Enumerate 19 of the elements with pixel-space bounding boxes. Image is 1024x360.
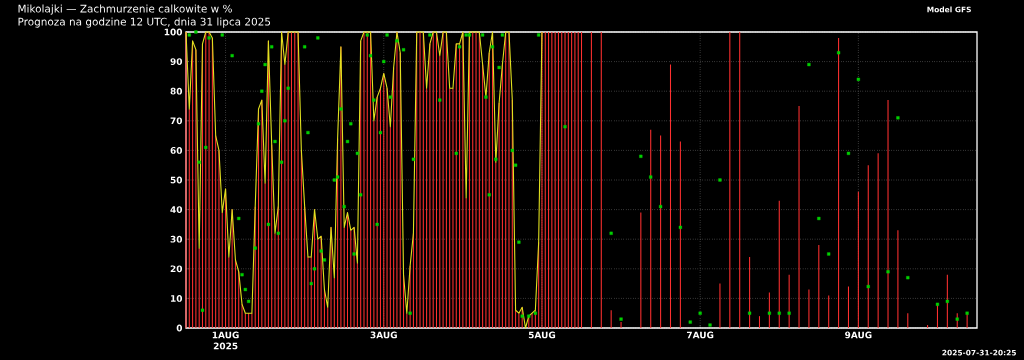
- y-tick-label: 20: [170, 265, 183, 273]
- y-tick-label: 0: [176, 324, 183, 332]
- chart-subtitle: Prognoza na godzine 12 UTC, dnia 31 lipca 2025: [18, 17, 271, 28]
- x-tick-label: 7AUG: [686, 331, 714, 339]
- x-tick-label: 3AUG: [370, 331, 397, 339]
- y-tick-label: 50: [170, 176, 183, 184]
- text: 2025: [213, 342, 238, 350]
- y-tick-label: 10: [171, 295, 183, 302]
- x-tick-label: 1AUG: [212, 331, 239, 339]
- y-tick-label: 70: [170, 117, 183, 125]
- y-tick-label: 80: [170, 87, 183, 95]
- x-tick-label: 9AUG: [845, 331, 872, 339]
- y-tick-label: 100: [164, 28, 183, 36]
- y-tick-label: 90: [170, 58, 183, 65]
- x-tick-label: 5AUG: [528, 331, 556, 339]
- chart-title: Mikolajki — Zachmurzenie calkowite w %: [18, 4, 232, 15]
- y-tick-label: 40: [170, 206, 183, 213]
- y-tick-label: 30: [170, 235, 183, 243]
- y-tick-label: 60: [170, 147, 183, 154]
